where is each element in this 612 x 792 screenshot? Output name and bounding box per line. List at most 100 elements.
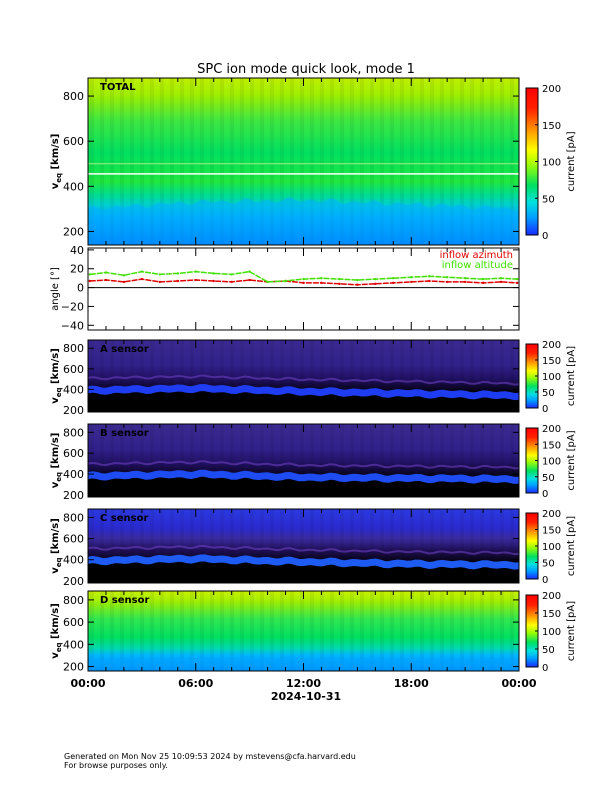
data-point <box>392 281 395 285</box>
data-point <box>176 272 179 275</box>
panel-label: C sensor <box>100 513 148 524</box>
y-axis-label: veq [km/s] <box>50 518 63 574</box>
data-point <box>428 275 431 278</box>
core-beam-trace <box>87 469 520 484</box>
core-beam-region <box>88 197 519 245</box>
data-point <box>302 281 305 285</box>
core-beam-trace <box>87 384 520 401</box>
data-point <box>338 277 341 281</box>
colorbar-tick-label: 0 <box>542 231 548 242</box>
x-tick-label: 00:00 <box>70 677 105 690</box>
data-point <box>410 276 413 279</box>
y-tick-label: 40 <box>70 244 84 257</box>
colorbar-tick-label: 200 <box>542 84 561 95</box>
panel-label: D sensor <box>100 595 149 606</box>
y-tick-label: 600 <box>63 616 84 629</box>
data-point <box>88 279 91 283</box>
data-point <box>248 270 251 273</box>
y-tick-label: 800 <box>63 426 84 439</box>
secondary-trace <box>87 544 520 556</box>
y-tick-label: 200 <box>63 575 84 588</box>
data-point <box>284 279 287 283</box>
data-point <box>516 281 519 285</box>
colorbar-tick-label: 100 <box>542 457 561 468</box>
colorbar-tick-label: 150 <box>542 356 561 367</box>
chart-title: SPC ion mode quick look, mode 1 <box>197 62 415 77</box>
y-tick-label: 800 <box>63 511 84 524</box>
y-tick-label: 600 <box>63 533 84 546</box>
y-tick-label: 800 <box>63 594 84 607</box>
data-point <box>194 278 197 282</box>
data-point <box>104 278 108 282</box>
footer-generated: Generated on Mon Nov 25 10:09:53 2024 by… <box>64 752 356 761</box>
data-point <box>212 272 215 275</box>
data-point <box>374 277 377 281</box>
y-tick-label: 400 <box>63 468 84 481</box>
colorbar-tick-label: 50 <box>542 473 555 484</box>
y-tick-label: −40 <box>61 319 84 332</box>
colorbar-label: current [pA] <box>566 430 577 490</box>
panel-total: TOTAL 200 400 600 800 veq [km/s] 0 50 100 150 200 c… <box>50 77 577 246</box>
colorbar-tick-label: 50 <box>542 559 555 570</box>
y-tick-label: 400 <box>63 180 84 193</box>
data-point <box>499 280 503 284</box>
heatmap-texture <box>88 424 519 497</box>
panel-label: B sensor <box>100 428 149 439</box>
y-tick-label: −20 <box>61 300 84 313</box>
colorbar-tick-label: 100 <box>542 627 561 638</box>
colorbar-tick-label: 50 <box>542 194 555 205</box>
secondary-trace <box>87 374 520 386</box>
x-tick-label: 18:00 <box>394 677 429 690</box>
data-point <box>266 280 269 284</box>
colorbar-tick-label: 0 <box>542 575 548 586</box>
data-point <box>320 281 323 285</box>
legend-entry: inflow azimuth <box>440 250 513 261</box>
y-tick-label: 600 <box>63 447 84 460</box>
footer-note: For browse purposes only. <box>64 761 168 770</box>
y-axis-label: veq [km/s] <box>50 134 63 190</box>
data-point <box>516 277 519 281</box>
colorbar-tick-label: 200 <box>542 340 561 351</box>
y-tick-label: 400 <box>63 383 84 396</box>
colorbar-tick-label: 200 <box>542 591 561 602</box>
y-tick-label: 200 <box>63 225 84 238</box>
colorbar-label: current [pA] <box>566 131 577 191</box>
data-point <box>356 278 359 282</box>
colorbar-tick-label: 50 <box>542 645 555 656</box>
y-tick-label: 20 <box>70 263 84 276</box>
colorbar-label: current [pA] <box>566 346 577 406</box>
data-point <box>158 280 162 284</box>
y-axis-label: angle [°] <box>50 267 61 311</box>
x-tick-label: 06:00 <box>178 677 213 690</box>
data-point <box>374 282 377 286</box>
data-point <box>428 279 431 283</box>
colorbar-tick-label: 100 <box>542 158 561 169</box>
data-point <box>140 277 144 281</box>
data-point <box>302 277 305 281</box>
time-axis: 00:00 06:00 12:00 18:00 00:00 <box>70 677 536 690</box>
data-point <box>230 280 233 284</box>
y-tick-label: 200 <box>63 404 84 417</box>
x-tick-label: 12:00 <box>286 677 321 690</box>
data-point <box>158 273 162 276</box>
data-point <box>481 281 485 285</box>
colorbar-tick-label: 100 <box>542 542 561 553</box>
y-tick-label: 600 <box>63 363 84 376</box>
data-point <box>338 282 341 286</box>
colorbar-tick-label: 50 <box>542 388 555 399</box>
data-point <box>104 271 108 274</box>
y-tick-label: 400 <box>63 638 84 651</box>
data-point <box>392 276 395 280</box>
heatmap-texture <box>88 509 519 583</box>
data-point <box>140 270 144 273</box>
colorbar-tick-label: 200 <box>542 424 561 435</box>
data-point <box>463 280 467 284</box>
data-point <box>445 276 449 279</box>
date-label: 2024-10-31 <box>271 690 341 703</box>
data-point <box>212 279 215 283</box>
legend-entry: inflow altitude <box>442 260 513 271</box>
